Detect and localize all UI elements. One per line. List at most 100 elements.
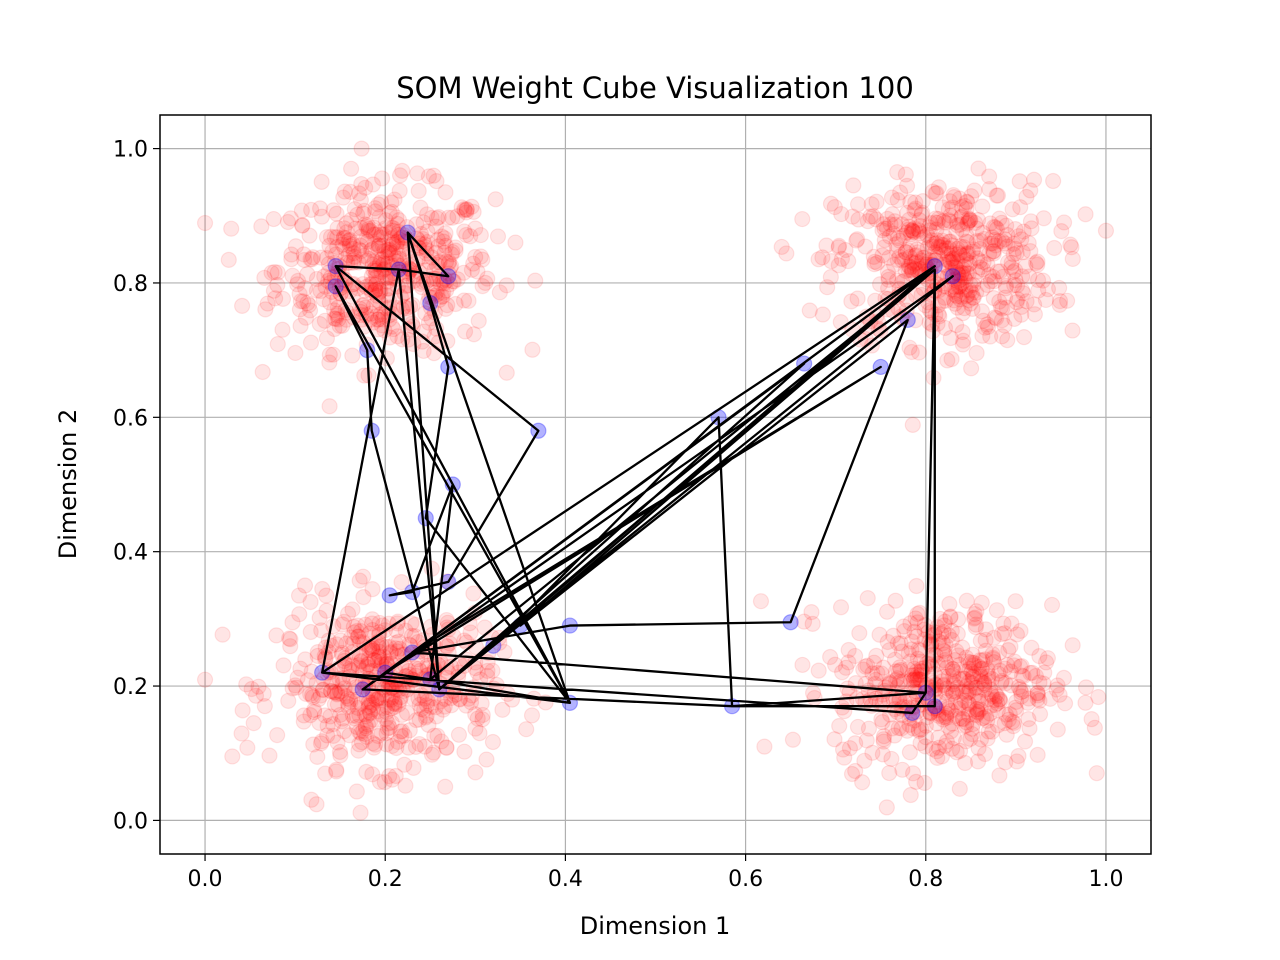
data-point <box>879 210 896 227</box>
data-point <box>303 663 320 680</box>
data-point <box>370 240 387 257</box>
data-point <box>911 604 928 622</box>
data-point <box>942 329 959 347</box>
data-point <box>450 726 468 743</box>
y-tick-label: 0.2 <box>113 675 148 700</box>
data-point <box>302 593 319 611</box>
data-point <box>357 231 375 248</box>
data-point <box>903 222 921 239</box>
data-point <box>986 231 1003 249</box>
data-point <box>265 282 283 299</box>
data-point <box>949 611 967 628</box>
data-point <box>884 206 901 223</box>
data-point <box>1018 188 1035 206</box>
data-point <box>922 234 939 251</box>
data-point <box>386 191 403 208</box>
data-point <box>313 622 330 639</box>
data-point <box>928 185 945 202</box>
data-point <box>373 706 390 723</box>
data-point <box>447 295 464 313</box>
data-point <box>996 231 1013 248</box>
data-point <box>389 643 406 660</box>
data-point <box>435 233 452 250</box>
data-point <box>902 786 919 804</box>
data-point <box>998 299 1015 316</box>
data-point <box>360 222 377 240</box>
data-point <box>266 263 283 281</box>
data-point <box>906 202 923 219</box>
data-point <box>363 640 380 658</box>
data-point <box>302 334 320 351</box>
data-point <box>418 242 435 259</box>
data-point <box>292 293 309 310</box>
data-point <box>1029 271 1047 289</box>
data-point <box>329 229 346 246</box>
data-point <box>367 235 384 252</box>
data-point <box>336 230 354 247</box>
data-point <box>1097 222 1115 239</box>
data-point <box>1015 285 1032 302</box>
data-point <box>859 213 876 230</box>
data-point <box>948 317 965 334</box>
data-point <box>467 220 484 237</box>
data-point <box>364 638 381 655</box>
data-point <box>868 211 885 228</box>
data-point <box>455 264 472 281</box>
data-point <box>472 226 489 244</box>
data-point <box>390 696 407 713</box>
data-point <box>966 214 984 231</box>
data-point <box>340 246 357 264</box>
data-point <box>900 257 918 275</box>
data-point <box>393 706 411 724</box>
data-point <box>456 201 473 218</box>
data-point <box>363 284 381 301</box>
data-point <box>830 237 848 255</box>
data-point <box>300 297 318 314</box>
data-point <box>914 193 931 210</box>
data-point <box>840 252 857 270</box>
data-point <box>953 199 971 216</box>
data-point <box>924 316 941 333</box>
data-point <box>1088 765 1105 782</box>
data-point <box>396 285 413 302</box>
data-point <box>374 237 391 254</box>
data-point <box>354 276 371 293</box>
data-point <box>956 300 973 317</box>
data-point <box>1029 685 1046 702</box>
data-point <box>368 262 385 279</box>
data-point <box>371 284 388 301</box>
data-point <box>927 185 944 202</box>
data-point <box>430 254 447 271</box>
data-point <box>810 662 827 679</box>
data-point <box>985 218 1003 236</box>
data-point <box>449 271 466 288</box>
data-point <box>963 285 980 302</box>
data-point <box>362 242 380 259</box>
data-point <box>921 252 939 269</box>
data-point <box>991 210 1008 227</box>
data-point <box>999 332 1016 349</box>
data-point <box>947 258 964 276</box>
data-point <box>794 656 811 674</box>
data-point <box>383 203 400 220</box>
data-point <box>991 767 1008 784</box>
data-point <box>356 705 373 723</box>
data-point <box>993 232 1011 250</box>
data-point <box>364 696 381 713</box>
x-tick-label: 0.4 <box>548 867 583 892</box>
y-tick-label: 0.6 <box>113 406 148 431</box>
data-point <box>338 635 355 652</box>
data-point <box>324 243 341 260</box>
data-point <box>269 335 286 353</box>
data-point <box>359 217 376 234</box>
data-point <box>947 284 964 301</box>
data-point <box>318 587 335 604</box>
data-point <box>906 220 923 237</box>
data-point <box>1008 294 1025 311</box>
data-point <box>1025 171 1043 188</box>
data-point <box>833 205 850 223</box>
data-point <box>524 341 541 358</box>
data-point <box>866 256 883 273</box>
data-point <box>438 611 455 629</box>
data-point <box>954 221 971 238</box>
